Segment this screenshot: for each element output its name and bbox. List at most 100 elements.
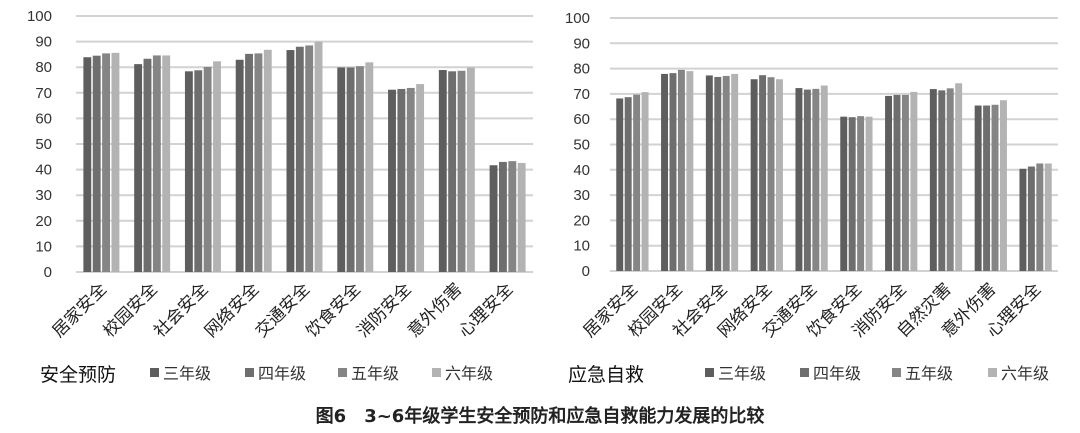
bar-4 [820,85,828,272]
bar-3 [203,66,212,272]
legend-label: 四年级 [258,364,306,383]
bar-3 [102,53,111,272]
bar-2 [938,90,946,271]
bar-1 [83,57,92,272]
bar-2 [346,67,355,273]
bar-2 [714,76,722,271]
y-tick-label: 10 [573,238,590,255]
bar-3 [901,94,909,271]
chart-emergency-self-rescue: 0102030405060708090100居家安全校园安全社会安全网络安全交通… [565,10,1058,386]
legend-swatch [150,368,159,377]
y-tick-label: 30 [573,187,590,204]
legend-label: 六年级 [1001,364,1049,383]
bar-1 [184,71,193,273]
x-tick-label: 网络安全 [201,279,263,341]
legend-swatch [245,368,254,377]
bar-2 [1027,166,1035,271]
bar-4 [263,49,272,273]
y-tick-label: 100 [27,8,52,25]
bar-4 [865,116,873,271]
bar-2 [448,71,457,273]
y-tick-label: 0 [44,264,52,281]
bar-3 [812,88,820,271]
y-tick-label: 40 [35,162,52,179]
bar-1 [929,89,937,271]
bar-1 [1019,168,1027,271]
bar-2 [92,55,101,273]
bar-2 [397,88,406,273]
bar-3 [946,88,954,271]
bar-4 [111,52,120,272]
y-tick-label: 30 [35,187,52,204]
y-tick-label: 70 [573,86,590,103]
bar-1 [337,67,346,273]
panel-title: 安全预防 [40,364,116,386]
x-tick-label: 意外伤害 [404,279,466,341]
y-tick-label: 80 [35,59,52,76]
bar-4 [162,55,171,273]
y-tick-label: 0 [582,263,590,280]
bar-1 [235,59,244,272]
bar-4 [775,79,783,271]
y-tick-label: 80 [573,61,590,78]
bar-4 [955,83,963,271]
x-tick-label: 饮食安全 [303,279,365,341]
legend-label: 五年级 [905,364,953,383]
x-tick-label: 居家安全 [49,279,111,341]
bar-3 [152,55,161,273]
panel-title: 应急自救 [568,364,644,386]
x-tick-label: 校园安全 [99,279,161,341]
bar-4 [314,41,323,272]
bar-2 [143,58,152,272]
bar-1 [661,73,669,272]
bar-1 [840,116,848,271]
bar-4 [517,162,526,272]
y-tick-label: 90 [573,35,590,52]
y-tick-label: 20 [35,213,52,230]
chart-safety-prevention: 0 10 20 30 40 50 60 70 80 90 100 居家安全校园安全社会安全网络安全交通… [27,8,533,386]
legend-swatch [988,368,997,377]
bar-1 [795,88,803,272]
y-tick-label: 40 [573,162,590,179]
bar-2 [295,46,304,272]
bar-3 [1036,163,1044,271]
x-tick-label: 交通安全 [252,279,314,341]
bar-3 [991,104,999,272]
bar-3 [633,94,641,271]
y-tick-label: 20 [573,212,590,229]
bar-2 [983,105,991,272]
legend-swatch [432,368,441,377]
legend-label: 四年级 [813,364,861,383]
y-tick-label: 60 [35,110,52,127]
bar-2 [803,89,811,271]
y-tick-label: 70 [35,85,52,102]
bar-3 [722,75,730,271]
y-tick-label: 10 [35,238,52,255]
bar-3 [356,66,364,273]
legend-swatch [892,368,901,377]
bar-1 [388,89,396,272]
bar-1 [489,165,498,272]
legend-swatch [705,368,714,377]
bar-4 [416,84,425,272]
y-tick-label: 60 [573,111,590,128]
bar-4 [686,71,694,271]
bar-1 [616,98,624,271]
x-tick-label: 消防安全 [353,279,415,341]
bar-2 [669,73,677,272]
bar-3 [508,161,517,272]
legend-label: 五年级 [351,364,399,383]
bar-1 [286,50,295,272]
bar-4 [910,91,918,271]
bar-2 [194,70,203,272]
x-tick-label: 社会安全 [150,279,212,341]
bar-4 [641,92,649,271]
bar-2 [893,94,901,271]
bar-1 [705,75,713,271]
bar-2 [245,53,253,272]
bar-3 [254,53,263,272]
x-tick-label: 心理安全 [455,279,517,341]
bar-3 [857,116,865,271]
bar-4 [213,61,221,273]
